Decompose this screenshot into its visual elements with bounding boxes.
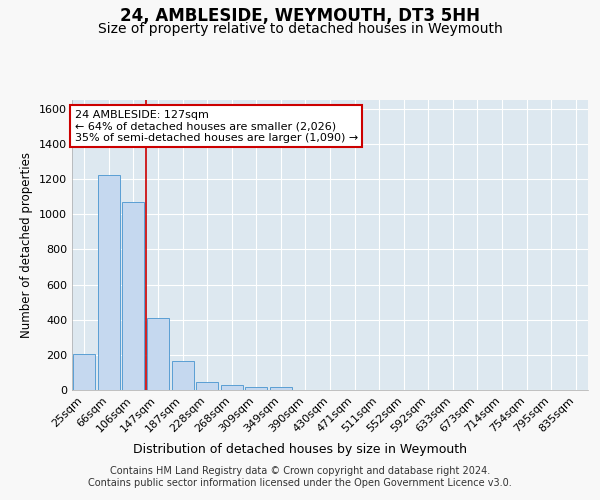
Text: Contains HM Land Registry data © Crown copyright and database right 2024.
Contai: Contains HM Land Registry data © Crown c… [88, 466, 512, 487]
Bar [196, 382, 218, 390]
Bar [245, 387, 268, 390]
Bar [221, 385, 243, 390]
Y-axis label: Number of detached properties: Number of detached properties [20, 152, 34, 338]
Bar [73, 354, 95, 390]
Text: 24 AMBLESIDE: 127sqm
← 64% of detached houses are smaller (2,026)
35% of semi-de: 24 AMBLESIDE: 127sqm ← 64% of detached h… [74, 110, 358, 143]
Text: 24, AMBLESIDE, WEYMOUTH, DT3 5HH: 24, AMBLESIDE, WEYMOUTH, DT3 5HH [120, 8, 480, 26]
Bar [270, 388, 292, 390]
Bar [98, 174, 120, 390]
Bar [122, 202, 145, 390]
Text: Distribution of detached houses by size in Weymouth: Distribution of detached houses by size … [133, 442, 467, 456]
Bar [147, 318, 169, 390]
Bar [172, 362, 194, 390]
Text: Size of property relative to detached houses in Weymouth: Size of property relative to detached ho… [98, 22, 502, 36]
